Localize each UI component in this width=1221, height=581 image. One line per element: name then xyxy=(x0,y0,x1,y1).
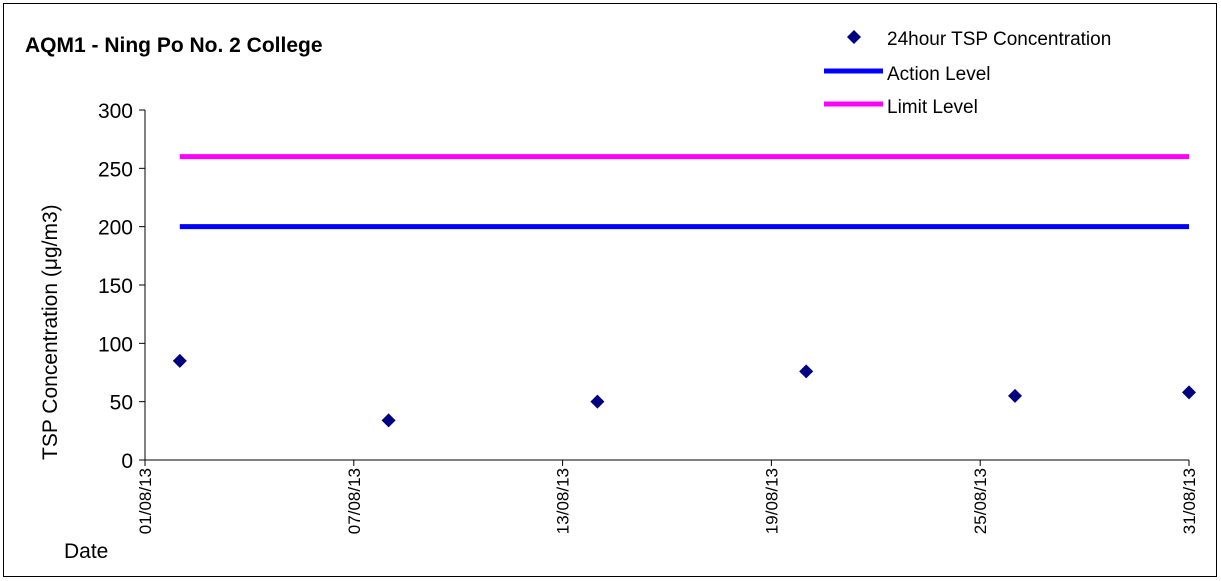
x-tick-label: 19/08/13 xyxy=(762,468,781,534)
axes: 0 50 100 150 200 250 300 01/08/13 07/08/13 13/08/… xyxy=(98,100,1199,534)
x-tick-label: 07/08/13 xyxy=(345,468,364,534)
chart-frame xyxy=(3,3,1217,577)
y-tick-label: 0 xyxy=(121,450,133,473)
y-tick-label: 150 xyxy=(98,275,133,298)
x-tick-label: 31/08/13 xyxy=(1180,468,1199,534)
x-tick-label: 25/08/13 xyxy=(971,468,990,534)
chart-title: AQM1 - Ning Po No. 2 College xyxy=(25,34,323,57)
x-tick-label: 13/08/13 xyxy=(554,468,573,534)
y-tick-label: 250 xyxy=(98,158,133,181)
y-tick-label: 50 xyxy=(110,392,133,415)
y-axis-label: TSP Concentration (μg/m3) xyxy=(39,204,62,460)
data-point xyxy=(172,353,187,368)
data-point xyxy=(1008,388,1022,403)
y-tick-label: 100 xyxy=(98,333,133,356)
legend: 24hour TSP Concentration Action Level Li… xyxy=(824,29,1111,118)
series-layer xyxy=(172,154,1196,428)
legend-marker-tsp xyxy=(847,30,861,44)
y-tick-label: 200 xyxy=(98,217,133,240)
legend-label-tsp: 24hour TSP Concentration xyxy=(887,29,1111,50)
legend-label-action: Action Level xyxy=(887,64,991,85)
data-point xyxy=(1182,385,1196,400)
x-tick-label: 01/08/13 xyxy=(136,468,155,534)
data-point xyxy=(381,413,396,428)
legend-label-limit: Limit Level xyxy=(887,97,978,118)
x-axis-label: Date xyxy=(64,540,108,563)
y-tick-label: 300 xyxy=(98,100,133,123)
data-point xyxy=(799,364,814,379)
data-point xyxy=(590,394,605,409)
